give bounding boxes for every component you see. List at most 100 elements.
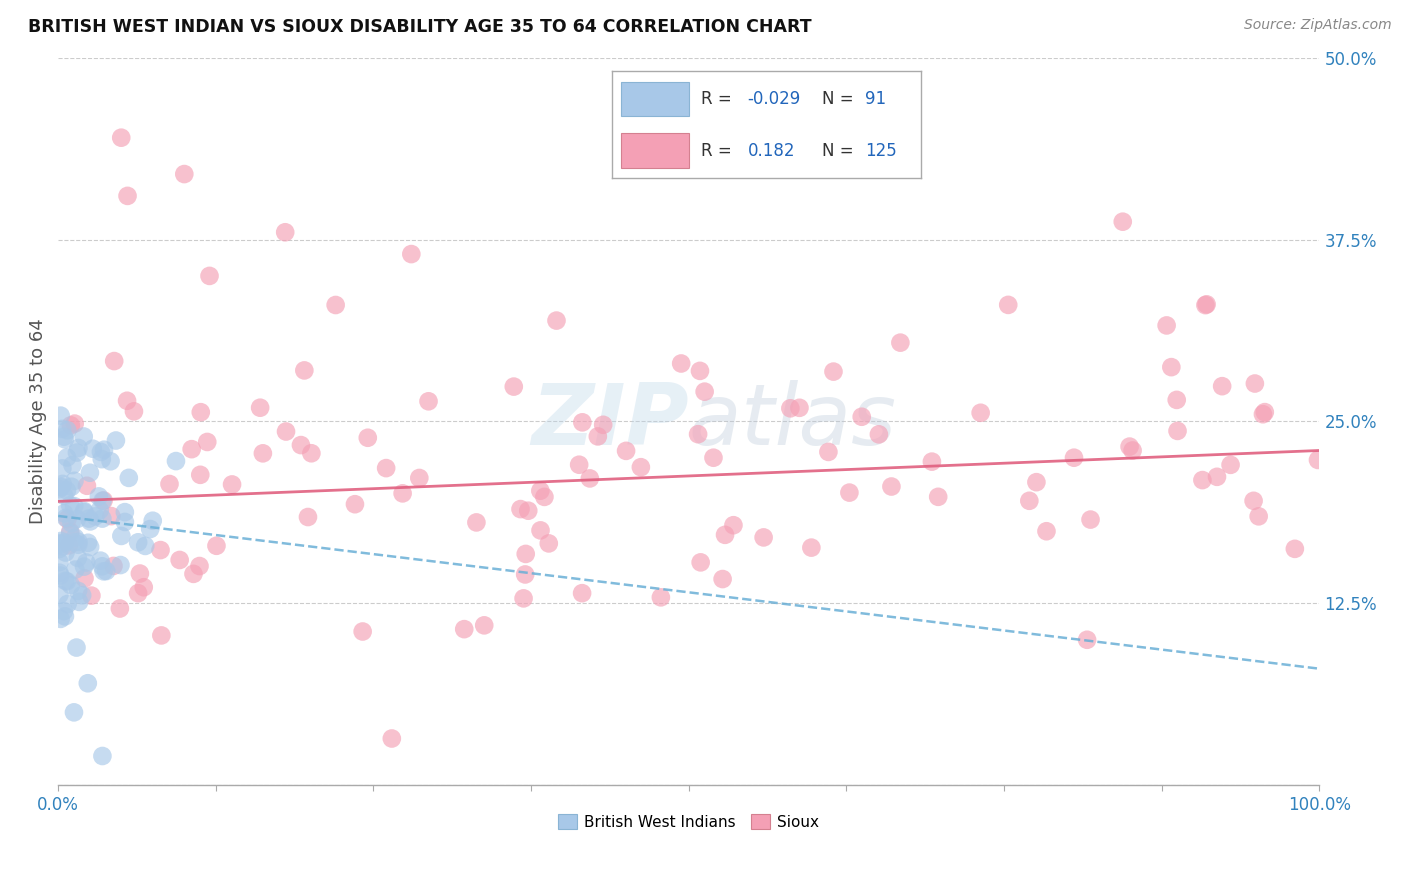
Point [1025,475,1047,490]
Point [55,511,77,525]
Point [73,559,96,574]
Point [502,379,524,393]
Text: -0.029: -0.029 [748,90,801,108]
Point [391,486,413,500]
Point [108,601,131,615]
Point [408,471,430,485]
Point [568,458,591,472]
Point [299,446,322,460]
Point [77,536,100,550]
Point [52,539,75,553]
Point [139,522,162,536]
Point [59,526,82,541]
Point [851,409,873,424]
Point [49,409,72,423]
Point [48,536,70,550]
Point [114,515,136,529]
Point [67,441,90,455]
Text: R =: R = [702,90,733,108]
Point [53,433,76,447]
Point [73,505,96,519]
Point [104,434,127,448]
Point [56,423,79,437]
Point [76,479,98,493]
Point [169,553,191,567]
Point [1035,524,1057,539]
Legend: British West Indians, Sioux: British West Indians, Sioux [553,807,825,836]
Point [149,543,172,558]
Point [1156,318,1178,333]
Point [190,405,212,419]
Text: ZIP: ZIP [531,380,689,463]
Point [274,425,297,439]
Point [63,499,86,513]
Point [49,533,72,548]
Point [1243,493,1265,508]
Point [52,604,75,618]
Point [779,401,801,416]
Point [67,583,90,598]
Text: 125: 125 [865,142,897,160]
Text: atlas: atlas [689,380,897,463]
Point [1076,632,1098,647]
Point [82,442,104,456]
Point [134,539,156,553]
Point [60,480,83,494]
Point [53,574,76,588]
Point [142,514,165,528]
Point [401,247,423,261]
Y-axis label: Disability Age 35 to 64: Disability Age 35 to 64 [30,318,46,524]
Point [173,167,195,181]
Point [66,512,89,526]
Text: N =: N = [823,142,853,160]
Point [59,524,82,539]
Point [115,393,138,408]
Point [48,588,70,602]
Point [59,418,82,433]
Point [1191,473,1213,487]
Point [53,506,76,520]
Point [48,541,70,556]
Point [546,313,568,327]
Point [630,460,652,475]
Point [789,401,811,415]
Point [52,430,75,444]
Point [533,490,555,504]
Point [1166,392,1188,407]
Point [221,477,243,491]
Point [529,483,551,498]
Point [1118,440,1140,454]
Point [1284,541,1306,556]
Point [49,568,72,582]
Point [52,476,75,491]
Bar [621,82,689,116]
Point [579,471,602,485]
Point [80,589,103,603]
Point [100,454,122,468]
Point [118,471,141,485]
Point [79,540,101,554]
Point [1018,493,1040,508]
Point [1206,470,1229,484]
Point [56,450,79,465]
Point [75,556,97,570]
Text: 91: 91 [865,90,886,108]
Point [838,485,860,500]
Point [70,588,93,602]
Point [515,567,537,582]
Point [76,676,98,690]
Point [48,566,70,580]
Point [91,559,114,574]
Point [614,443,637,458]
Point [66,550,89,565]
Text: N =: N = [823,90,853,108]
Point [1219,458,1241,472]
Point [63,535,86,549]
Point [800,541,823,555]
Point [252,446,274,460]
Point [723,518,745,533]
Point [49,479,72,493]
Point [1063,450,1085,465]
Point [93,442,115,457]
Point [669,356,692,370]
